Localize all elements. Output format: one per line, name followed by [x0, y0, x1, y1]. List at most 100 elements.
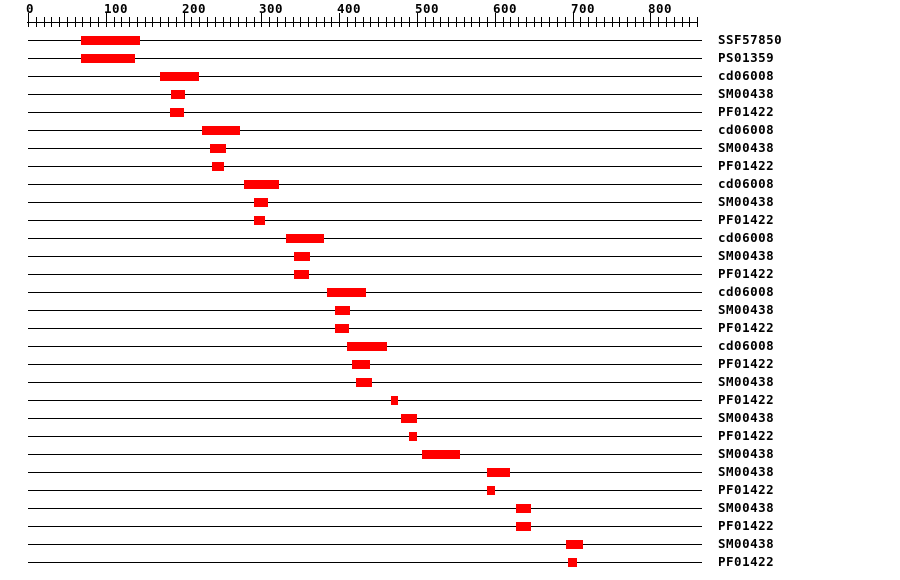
- ruler-tick-label: 400: [337, 1, 362, 16]
- track-label: cd06008: [718, 68, 775, 83]
- track-label: PF01422: [718, 428, 775, 443]
- ruler-tick-minor: [425, 17, 426, 27]
- track-label: SM00438: [718, 464, 775, 479]
- ruler-tick-minor: [604, 17, 605, 27]
- ruler-tick-major: [261, 13, 262, 27]
- track-line: [28, 220, 702, 221]
- ruler-tick-minor: [635, 17, 636, 27]
- domain-box: [516, 522, 531, 531]
- track-label: PF01422: [718, 158, 775, 173]
- domain-box: [487, 486, 495, 495]
- ruler-tick-major: [573, 13, 574, 27]
- ruler-tick-minor: [90, 17, 91, 27]
- track-label: SM00438: [718, 140, 775, 155]
- ruler-tick-minor: [479, 17, 480, 27]
- ruler-tick-minor: [51, 17, 52, 27]
- track-label: SM00438: [718, 536, 775, 551]
- ruler-tick-minor: [503, 17, 504, 27]
- track-line: [28, 526, 702, 527]
- ruler-tick-major: [417, 13, 418, 27]
- ruler-tick-minor: [370, 17, 371, 27]
- ruler-tick-minor: [588, 17, 589, 27]
- track-line: [28, 76, 702, 77]
- track-line: [28, 256, 702, 257]
- domain-box: [347, 342, 387, 351]
- track-line: [28, 58, 702, 59]
- track-line: [28, 400, 702, 401]
- track-line: [28, 148, 702, 149]
- track-label: cd06008: [718, 122, 775, 137]
- ruler-tick-minor: [565, 17, 566, 27]
- track-label: PF01422: [718, 554, 775, 569]
- ruler-tick-minor: [129, 17, 130, 27]
- ruler-tick-minor: [191, 17, 192, 27]
- track-label: PS01359: [718, 50, 775, 65]
- ruler-tick-minor: [363, 17, 364, 27]
- track-label: PF01422: [718, 320, 775, 335]
- ruler-tick-minor: [300, 17, 301, 27]
- domain-box: [294, 252, 310, 261]
- ruler-tick-major: [495, 13, 496, 27]
- track-line: [28, 562, 702, 563]
- ruler-tick-minor: [456, 17, 457, 27]
- track-label: SM00438: [718, 302, 775, 317]
- ruler-tick-minor: [293, 17, 294, 27]
- ruler-tick-minor: [612, 17, 613, 27]
- ruler-tick-minor: [308, 17, 309, 27]
- domain-box: [327, 288, 366, 297]
- domain-box: [81, 54, 135, 63]
- track-line: [28, 112, 702, 113]
- ruler-tick-minor: [168, 17, 169, 27]
- ruler-tick-label: 100: [104, 1, 129, 16]
- ruler-tick-minor: [378, 17, 379, 27]
- track-label: SM00438: [718, 374, 775, 389]
- ruler-tick-minor: [619, 17, 620, 27]
- track-line: [28, 508, 702, 509]
- ruler-tick-minor: [316, 17, 317, 27]
- ruler-tick-label: 800: [648, 1, 673, 16]
- track-line: [28, 238, 702, 239]
- domain-box: [171, 90, 185, 99]
- track-label: PF01422: [718, 518, 775, 533]
- ruler-tick-minor: [254, 17, 255, 27]
- ruler-tick-minor: [627, 17, 628, 27]
- ruler-tick-minor: [409, 17, 410, 27]
- domain-box: [391, 396, 398, 405]
- ruler-tick-minor: [215, 17, 216, 27]
- track-line: [28, 544, 702, 545]
- ruler-tick-minor: [44, 17, 45, 27]
- ruler-tick-major: [650, 13, 651, 27]
- domain-box: [422, 450, 460, 459]
- ruler-tick-major: [339, 13, 340, 27]
- ruler-tick-minor: [137, 17, 138, 27]
- ruler-tick-minor: [510, 17, 511, 27]
- ruler-tick-minor: [658, 17, 659, 27]
- ruler-baseline: [27, 22, 698, 23]
- ruler-tick-minor: [36, 17, 37, 27]
- domain-box: [516, 504, 531, 513]
- track-label: PF01422: [718, 392, 775, 407]
- ruler-tick-minor: [580, 17, 581, 27]
- track-label: SM00438: [718, 248, 775, 263]
- ruler-tick-minor: [557, 17, 558, 27]
- track-label: PF01422: [718, 356, 775, 371]
- track-label: SSF57850: [718, 32, 783, 47]
- ruler-tick-minor: [355, 17, 356, 27]
- domain-box: [81, 36, 140, 45]
- ruler-tick-label: 500: [415, 1, 440, 16]
- domain-box: [568, 558, 577, 567]
- domain-box: [352, 360, 370, 369]
- track-label: PF01422: [718, 482, 775, 497]
- track-label: cd06008: [718, 338, 775, 353]
- ruler-tick-minor: [394, 17, 395, 27]
- ruler-tick-minor: [697, 17, 698, 27]
- ruler-tick-label: 600: [493, 1, 518, 16]
- ruler-tick-minor: [230, 17, 231, 27]
- ruler-tick-minor: [464, 17, 465, 27]
- ruler-tick-minor: [471, 17, 472, 27]
- ruler-tick-minor: [114, 17, 115, 27]
- track-label: SM00438: [718, 446, 775, 461]
- track-line: [28, 436, 702, 437]
- track-line: [28, 490, 702, 491]
